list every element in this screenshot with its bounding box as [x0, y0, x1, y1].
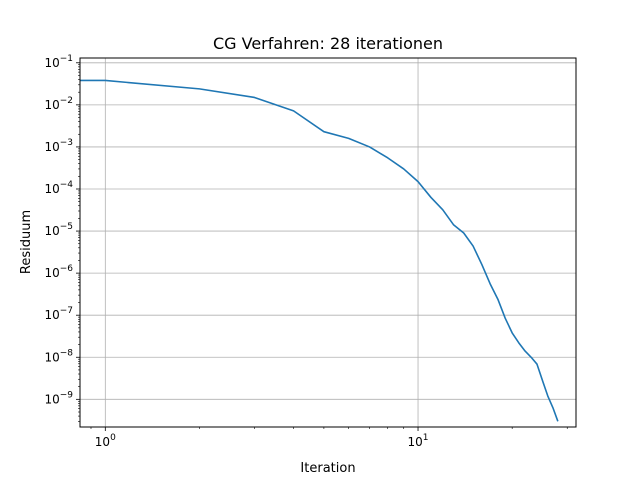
y-tick-exponent: −5 — [60, 222, 73, 232]
plot-frame — [79, 57, 577, 428]
x-tick-exponent: 1 — [423, 433, 429, 443]
y-axis-label: Residuum — [19, 210, 34, 274]
x-tick-exponent: 0 — [110, 433, 116, 443]
y-tick-label: 10−1 — [44, 54, 73, 70]
y-tick-base: 10 — [44, 140, 59, 154]
y-tick-base: 10 — [44, 224, 59, 238]
y-tick-exponent: −3 — [60, 138, 73, 148]
y-tick-base: 10 — [44, 98, 59, 112]
y-tick-base: 10 — [44, 350, 59, 364]
y-tick-label: 10−4 — [44, 180, 73, 196]
y-tick-label: 10−8 — [44, 348, 73, 364]
y-tick-base: 10 — [44, 392, 59, 406]
y-tick-label: 10−2 — [44, 96, 73, 112]
data-series — [80, 79, 559, 422]
chart-title: CG Verfahren: 28 iterationen — [213, 34, 443, 53]
y-tick-exponent: −6 — [60, 264, 74, 274]
y-tick-label: 10−9 — [44, 390, 73, 406]
y-tick-exponent: −9 — [60, 390, 74, 400]
y-tick-base: 10 — [44, 266, 59, 280]
y-tick-exponent: −2 — [60, 96, 73, 106]
y-tick-label: 10−5 — [44, 222, 73, 238]
y-tick-base: 10 — [44, 56, 59, 70]
series-line — [80, 79, 559, 422]
y-tick-label: 10−3 — [44, 138, 73, 154]
x-axis-label: Iteration — [300, 461, 355, 476]
grid — [80, 58, 576, 427]
y-tick-exponent: −8 — [60, 348, 74, 358]
y-tick-exponent: −4 — [60, 180, 74, 190]
y-tick-base: 10 — [44, 308, 59, 322]
y-tick-label: 10−6 — [44, 264, 73, 280]
y-tick-label: 10−7 — [44, 306, 73, 322]
plot-area — [80, 58, 576, 427]
y-tick-base: 10 — [44, 182, 59, 196]
y-tick-exponent: −1 — [60, 54, 73, 64]
y-tick-exponent: −7 — [60, 306, 73, 316]
